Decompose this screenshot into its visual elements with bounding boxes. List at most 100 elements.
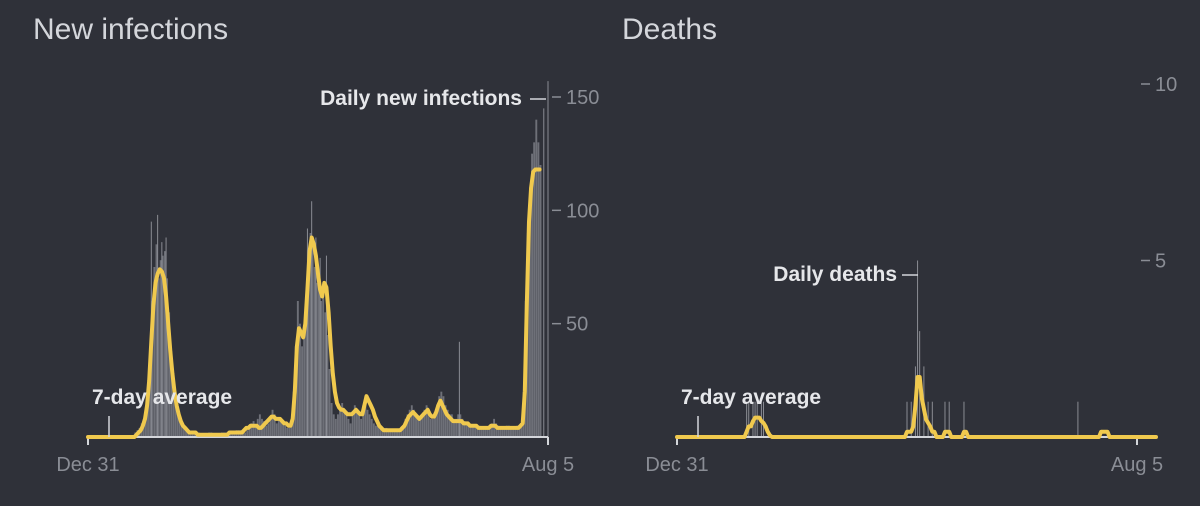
daily-bar [277, 418, 280, 437]
daily-bar [503, 427, 506, 437]
daily-bar [273, 414, 276, 437]
daily-bar [419, 418, 422, 437]
daily-bar [341, 403, 344, 437]
daily-bar [246, 430, 249, 437]
daily-bar [431, 418, 434, 437]
daily-bar [539, 165, 542, 437]
daily-bar [252, 421, 255, 437]
daily-bar [387, 430, 390, 437]
daily-bar [467, 423, 470, 437]
daily-bar [330, 403, 333, 437]
daily-bar [415, 414, 417, 437]
daily-bar [482, 427, 485, 437]
daily-bar [166, 278, 168, 437]
daily-bar [514, 427, 517, 437]
daily-bar [412, 409, 415, 437]
daily-bar [531, 153, 534, 437]
daily-bar [474, 425, 477, 437]
daily-bar [425, 405, 428, 437]
daily-bar [159, 260, 162, 437]
daily-bar [476, 425, 479, 437]
daily-bar [343, 409, 346, 437]
daily-bar [290, 418, 293, 437]
daily-bar [408, 409, 411, 437]
daily-bar [478, 425, 481, 437]
daily-bar [410, 405, 413, 437]
daily-bar [322, 296, 325, 437]
daily-bar [472, 425, 474, 437]
daily-bar [453, 418, 455, 437]
daily-bar [372, 423, 375, 437]
daily-bar [421, 414, 424, 437]
daily-bar [163, 251, 166, 437]
daily-bar [258, 414, 261, 437]
daily-bar [520, 423, 523, 437]
daily-bar [318, 278, 320, 437]
daily-bar [358, 414, 360, 437]
daily-bar [267, 423, 270, 437]
daily-bar [377, 425, 379, 437]
daily-bar [383, 427, 386, 437]
daily-bar [229, 432, 232, 437]
x-tick-label: Aug 5 [522, 454, 574, 476]
average-line [675, 375, 1158, 439]
daily-bar [303, 335, 306, 437]
daily-bar [336, 414, 339, 437]
daily-bar [400, 427, 403, 437]
daily-bar [516, 425, 519, 437]
daily-bar [244, 432, 247, 437]
daily-bar [505, 425, 508, 437]
x-tick-label: Dec 31 [56, 454, 119, 476]
daily-bar [347, 418, 350, 437]
daily-bar [436, 405, 439, 437]
y-tick-label: 5 [1155, 251, 1166, 273]
x-tick-label: Dec 31 [645, 454, 708, 476]
daily-bar [313, 267, 316, 437]
daily-bar [282, 423, 285, 437]
daily-bar [157, 278, 160, 437]
daily-bar [271, 409, 274, 437]
daily-bar [280, 421, 282, 437]
daily-bar [250, 423, 253, 437]
daily-bar [176, 409, 179, 437]
daily-bar [510, 427, 512, 437]
daily-bar [501, 427, 504, 437]
daily-bar [438, 396, 441, 437]
x-tick-label: Aug 5 [1111, 454, 1163, 476]
deaths-chart: Deaths 5 10 Dec 31 Aug 5 Daily deaths 7-day a… [622, 13, 1177, 476]
daily-bar [185, 427, 187, 437]
daily-bar [324, 312, 327, 437]
daily-bar [286, 427, 289, 437]
daily-bar [233, 432, 236, 437]
daily-bar [389, 430, 392, 437]
daily-bar [349, 423, 352, 437]
daily-bar [406, 414, 409, 437]
daily-bar [265, 425, 268, 437]
daily-bar [461, 418, 464, 437]
daily-bar [180, 423, 183, 437]
daily-bar [507, 425, 510, 437]
daily-bars [134, 81, 549, 438]
daily-bar [178, 418, 181, 437]
daily-bar [370, 418, 373, 437]
daily-bar [448, 414, 451, 437]
daily-bar [374, 425, 377, 437]
daily-bar [364, 396, 367, 437]
daily-bar [320, 301, 323, 437]
daily-bar [248, 427, 251, 437]
daily-bar [193, 432, 196, 437]
daily-bar [480, 427, 483, 437]
daily-bar [174, 396, 177, 437]
daily-bar [486, 427, 489, 437]
daily-bar [429, 418, 432, 437]
daily-bar [161, 255, 164, 437]
daily-bar [305, 301, 308, 437]
daily-bar [457, 414, 460, 437]
daily-bar [147, 391, 149, 437]
daily-bar [368, 414, 371, 437]
y-tick-label: 100 [566, 200, 599, 222]
daily-bar [535, 119, 538, 438]
daily-bar [393, 430, 396, 437]
daily-bar [537, 142, 540, 438]
